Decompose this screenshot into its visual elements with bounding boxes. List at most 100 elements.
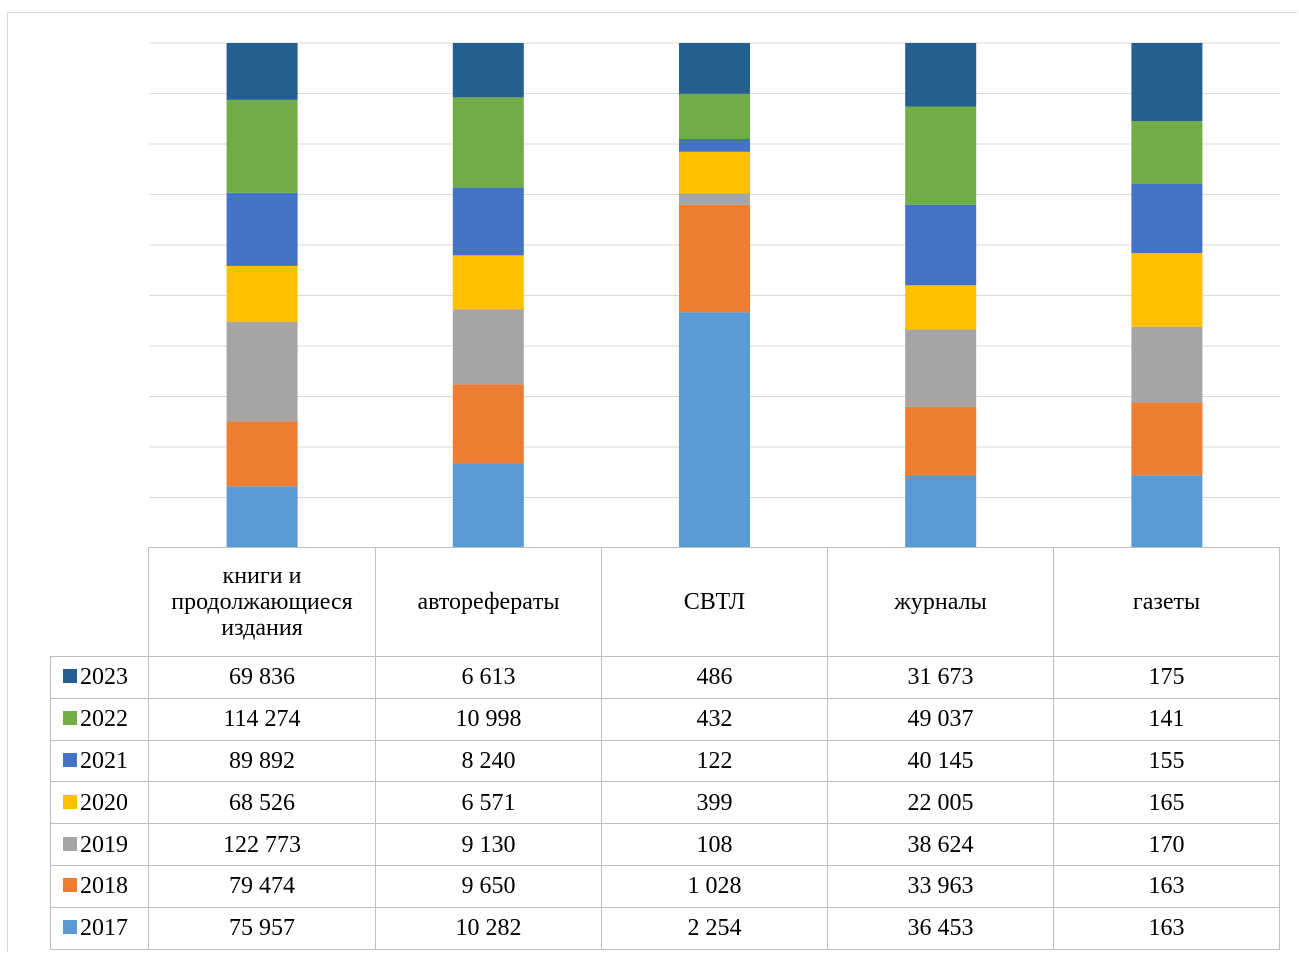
- legend-swatch: [63, 711, 77, 726]
- bar-segment-2022: [452, 97, 524, 188]
- value-cell: 170: [1053, 823, 1280, 866]
- series-label: 2020: [80, 789, 128, 816]
- value-cell: 89 892: [148, 739, 376, 783]
- value-cell: 36 453: [827, 906, 1054, 950]
- series-label: 2018: [80, 873, 128, 900]
- bar-segment-2020: [679, 151, 750, 194]
- bar-segment-2018: [679, 204, 750, 313]
- category-label: СВТЛ: [601, 547, 828, 657]
- value-cell: 10 282: [375, 906, 602, 950]
- bar-segment-2022: [226, 99, 298, 193]
- value-cell: 33 963: [827, 864, 1054, 908]
- bar-segment-2018: [226, 421, 298, 487]
- bar-segment-2022: [1131, 121, 1203, 184]
- bar-segment-2019: [905, 329, 977, 407]
- bar-segment-2020: [226, 265, 298, 322]
- bar-segment-2017: [679, 312, 750, 548]
- bar-segment-2021: [452, 187, 524, 256]
- value-cell: 141: [1053, 697, 1280, 741]
- category-header-row: книги и продолжающиеся издания авторефер…: [50, 547, 1280, 657]
- bar-segment-2018: [905, 406, 977, 475]
- value-cell: 8 240: [375, 739, 602, 783]
- value-cell: 122 773: [148, 823, 376, 866]
- value-cell: 486: [601, 656, 828, 699]
- bar-segment-2021: [1131, 183, 1203, 254]
- value-cell: 75 957: [148, 906, 376, 950]
- bar-segment-2022: [905, 106, 977, 205]
- bars: [226, 43, 1203, 548]
- bar-segment-2017: [226, 486, 298, 548]
- bar-segment-2017: [452, 463, 524, 548]
- bar-segment-2022: [679, 93, 750, 139]
- legend-swatch: [63, 878, 77, 893]
- series-legend-cell: 2018: [50, 864, 149, 908]
- series-label: 2022: [80, 706, 128, 733]
- series-legend-cell: 2020: [50, 781, 149, 825]
- bar-segment-2023: [679, 43, 750, 94]
- value-cell: 9 130: [375, 823, 602, 866]
- table-row: 2018 79 474 9 650 1 028 33 963 163: [50, 864, 1280, 908]
- value-cell: 114 274: [148, 697, 376, 741]
- value-cell: 165: [1053, 781, 1280, 825]
- value-cell: 175: [1053, 656, 1280, 699]
- value-cell: 38 624: [827, 823, 1054, 866]
- value-cell: 10 998: [375, 697, 602, 741]
- chart-frame: [7, 12, 1297, 952]
- category-label: книги и продолжающиеся издания: [148, 547, 376, 657]
- category-label: газеты: [1053, 547, 1280, 657]
- value-cell: 69 836: [148, 656, 376, 699]
- bar-segment-2023: [452, 43, 524, 98]
- bar-segment-2023: [1131, 43, 1203, 122]
- table-row: 2023 69 836 6 613 486 31 673 175: [50, 656, 1280, 699]
- bar-segment-2023: [905, 43, 977, 107]
- value-cell: 122: [601, 739, 828, 783]
- value-cell: 155: [1053, 739, 1280, 783]
- legend-swatch: [63, 794, 77, 809]
- bar-segment-2019: [452, 309, 524, 385]
- table-row: 2019 122 773 9 130 108 38 624 170: [50, 823, 1280, 866]
- value-cell: 163: [1053, 906, 1280, 950]
- series-legend-cell: 2017: [50, 906, 149, 950]
- bar-segment-2020: [1131, 253, 1203, 327]
- bar-segment-2019: [1131, 326, 1203, 403]
- table-corner: [50, 547, 149, 657]
- table-row: 2017 75 957 10 282 2 254 36 453 163: [50, 906, 1280, 950]
- bar-segment-2020: [452, 255, 524, 310]
- value-cell: 31 673: [827, 656, 1054, 699]
- series-label: 2019: [80, 831, 128, 858]
- bar-segment-2019: [679, 193, 750, 205]
- value-cell: 9 650: [375, 864, 602, 908]
- bar-segment-2021: [905, 204, 977, 286]
- legend-swatch: [63, 752, 77, 767]
- legend-swatch: [63, 669, 77, 684]
- legend-swatch: [63, 920, 77, 935]
- bar-segment-2021: [679, 139, 750, 152]
- value-cell: 68 526: [148, 781, 376, 825]
- value-cell: 163: [1053, 864, 1280, 908]
- category-label: автореферaты: [375, 547, 602, 657]
- bar-segment-2017: [1131, 475, 1203, 548]
- value-cell: 108: [601, 823, 828, 866]
- bar-segment-2021: [226, 192, 298, 266]
- table-row: 2021 89 892 8 240 122 40 145 155: [50, 739, 1280, 783]
- series-label: 2017: [80, 915, 128, 942]
- bar-segment-2020: [905, 285, 977, 330]
- series-legend-cell: 2021: [50, 739, 149, 783]
- value-cell: 2 254: [601, 906, 828, 950]
- value-cell: 6 613: [375, 656, 602, 699]
- data-table: книги и продолжающиеся издания авторефер…: [50, 547, 1280, 950]
- value-cell: 79 474: [148, 864, 376, 908]
- value-cell: 22 005: [827, 781, 1054, 825]
- value-cell: 1 028: [601, 864, 828, 908]
- value-cell: 6 571: [375, 781, 602, 825]
- bar-segment-2018: [1131, 402, 1203, 476]
- bar-segment-2018: [452, 384, 524, 464]
- series-legend-cell: 2019: [50, 823, 149, 866]
- series-legend-cell: 2022: [50, 697, 149, 741]
- series-legend-cell: 2023: [50, 656, 149, 699]
- value-cell: 399: [601, 781, 828, 825]
- value-cell: 49 037: [827, 697, 1054, 741]
- series-label: 2023: [80, 664, 128, 691]
- bar-segment-2017: [905, 474, 977, 548]
